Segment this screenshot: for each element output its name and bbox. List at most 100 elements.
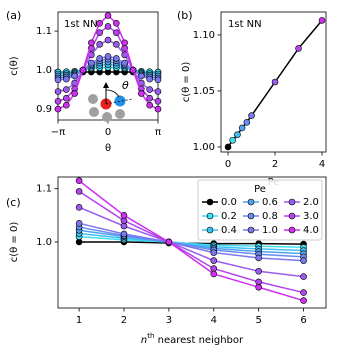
legend-label: 0.2 [221,211,237,222]
data-point [121,59,128,67]
data-point [129,66,137,74]
angle-arc [105,89,120,98]
data-point [63,94,70,102]
data-point [113,55,120,62]
data-point [229,136,237,144]
data-point [154,97,162,105]
x-tick-label: 4 [211,315,217,326]
data-point [271,78,279,86]
data-point [146,75,153,83]
legend-title: Pe [254,184,266,195]
data-point [146,101,153,109]
x-tick-label: π [155,127,161,138]
series-line [78,226,304,258]
data-point [63,75,70,83]
x-axis-label-base: n [141,335,147,346]
x-axis-label-sup: th [147,332,154,340]
x-tick-label: 5 [255,315,261,326]
legend-label: 0.8 [262,211,278,222]
data-point [79,66,87,74]
legend-label: 3.0 [303,211,319,222]
arrow-head [103,82,109,88]
x-axis-label: nth nearest neighbor [141,332,244,346]
neighbor-particle [89,107,99,117]
y-tick-label: 1.05 [193,86,215,97]
plot-frame [57,176,327,309]
data-point [54,97,62,105]
data-point [71,72,78,80]
data-point [165,238,173,246]
legend-marker [288,212,296,220]
data-point [295,45,302,52]
data-point [54,76,62,84]
series-line [78,190,304,294]
data-point [96,29,103,36]
legend-marker [247,226,255,234]
data-point [243,119,251,126]
data-point [96,20,103,27]
legend-marker [206,198,214,206]
legend-label: 0.4 [221,225,237,236]
data-point [238,124,246,132]
data-point [234,131,241,138]
data-point [113,20,120,27]
data-point [138,90,145,97]
legend-label: 0.0 [221,197,237,208]
data-point [104,12,112,19]
panel-label: (a) [6,9,21,22]
data-point [154,76,162,84]
x-tick-label: −π [51,127,65,138]
legend-label: 0.6 [262,197,278,208]
x-tick-label: 3 [166,315,172,326]
data-point [120,230,128,238]
data-point [113,41,120,48]
x-tick-label: 2 [121,315,127,326]
data-point [300,257,307,264]
x-axis-label: θ [105,143,111,154]
y-tick-label: 1.10 [193,30,215,41]
data-point [255,283,262,291]
legend-label: 1.0 [262,225,278,236]
data-point [104,23,112,30]
x-axis-label-rest: nearest neighbor [154,335,244,346]
data-point [146,94,153,102]
data-point [154,88,162,95]
y-tick-label: 1.00 [193,142,215,153]
data-point [104,53,112,60]
panel-label: (c) [6,196,21,209]
data-point [210,257,218,264]
data-point [255,267,262,275]
data-point [300,273,307,280]
data-point [75,220,83,227]
x-tick-label: 1 [76,315,82,326]
y-axis-label: c(θ = 0) [9,222,20,263]
legend-marker [206,212,214,220]
inset-diagram: θ [88,79,133,122]
data-point [300,289,307,296]
data-point [75,177,83,185]
x-tick-label: 0 [225,159,231,170]
series-line [78,206,304,278]
legend-marker [247,212,255,220]
data-point [224,143,232,151]
data-point [104,36,112,44]
y-tick-label: 1.1 [36,184,52,195]
angle-label: θ [122,79,129,92]
neighbor-particle [102,112,112,122]
y-axis-label: c(θ = 0) [181,62,192,103]
data-point [255,254,262,262]
series-line [79,235,304,249]
data-point [75,188,83,195]
data-point [88,59,95,67]
x-tick-label: 6 [300,315,306,326]
neighbor-particle [115,109,125,119]
legend-marker [288,198,296,206]
series-line [78,222,304,262]
data-point [71,90,78,97]
x-tick-label: 2 [272,159,278,170]
legend-marker [247,198,255,206]
data-point [113,29,120,36]
data-point [88,39,95,47]
series-line [78,229,304,255]
data-point [300,297,307,304]
